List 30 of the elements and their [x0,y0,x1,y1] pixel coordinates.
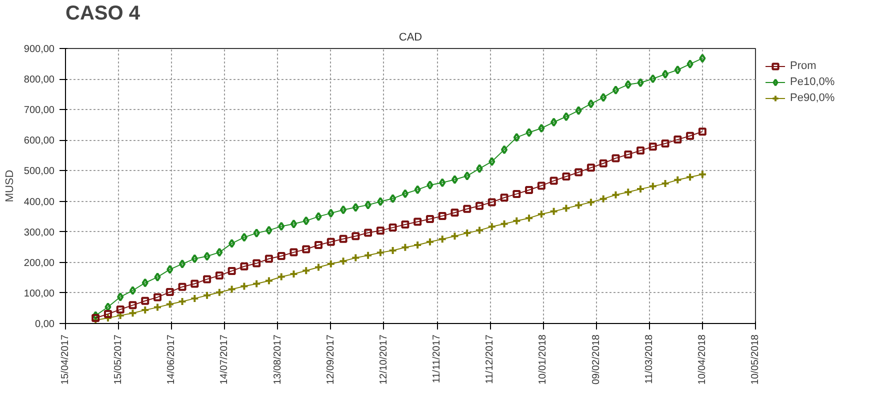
x-tick-label: 11/11/2017 [432,334,443,384]
legend-label: Prom [790,59,816,74]
y-tick-label: 0,00 [35,319,55,330]
y-tick-label: 600,00 [24,136,55,147]
x-tick-label: 12/10/2017 [378,334,390,385]
chart-title: CASO 4 [66,2,141,24]
y-tick-label: 800,00 [24,74,55,86]
y-axis-title: MUSD [4,170,16,202]
x-tick-label: 10/01/2018 [538,334,549,385]
x-tick-label: 10/05/2018 [750,334,761,385]
x-tick-label: 14/07/2017 [219,334,230,385]
y-tick-label: 500,00 [24,166,55,178]
x-tick-label: 15/05/2017 [113,334,124,385]
y-tick-label: 700,00 [24,105,55,116]
x-tick-label: 10/04/2018 [696,334,708,385]
y-tick-label: 300,00 [24,227,55,238]
x-tick-label: 11/12/2017 [484,334,496,384]
x-tick-label: 15/04/2017 [60,334,71,385]
legend-label: Pe90,0% [790,91,835,106]
y-tick-label: 900,00 [24,44,55,55]
x-tick-label: 14/06/2017 [166,334,178,385]
legend-label: Pe10,0% [790,75,835,90]
x-tick-label: 11/03/2018 [644,334,655,384]
y-tick-label: 200,00 [24,258,55,269]
x-tick-label: 13/08/2017 [272,334,284,385]
x-tick-label: 12/09/2017 [325,334,336,385]
y-tick-label: 100,00 [24,288,55,300]
y-tick-label: 400,00 [24,196,55,208]
chart-subtitle: CAD [398,32,422,44]
x-tick-label: 09/02/2018 [590,334,602,385]
